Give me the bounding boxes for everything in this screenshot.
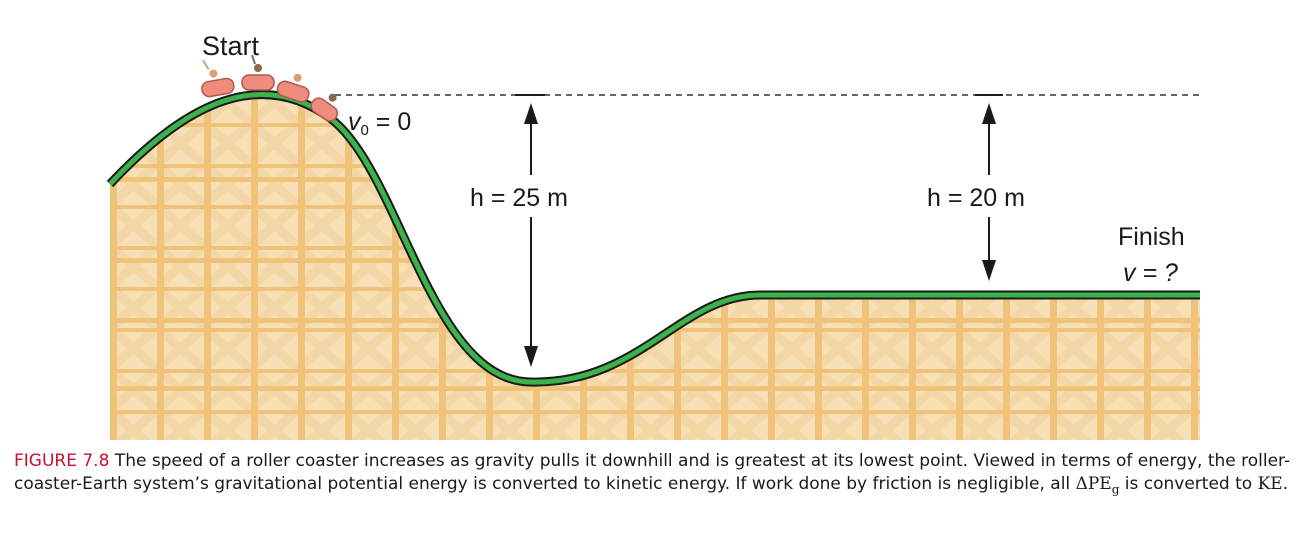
figure-caption: FIGURE 7.8 The speed of a roller coaster…: [14, 450, 1299, 501]
height-25m-arrow: [515, 94, 545, 367]
caption-text-3: .: [1282, 474, 1289, 494]
finish-label: Finish: [1118, 223, 1185, 251]
caption-text-1: The speed of a roller coaster increases …: [14, 451, 1291, 494]
figure-number: FIGURE 7.8: [14, 451, 110, 471]
height-25m-label: h = 25 m: [470, 184, 568, 212]
height-20m-label: h = 20 m: [927, 184, 1025, 212]
height-20m-arrow: [975, 94, 1003, 281]
caption-text-2: is converted to: [1119, 474, 1258, 494]
roller-coaster-figure: Start v0 = 0 h = 25 m h = 20 m Finish v …: [106, 31, 1200, 440]
ke-symbol: KE: [1257, 474, 1283, 494]
roller-coaster-cars: [201, 54, 339, 122]
start-label: Start: [202, 31, 260, 61]
delta-pe-symbol: ΔPEg: [1075, 474, 1120, 497]
final-velocity-label: v = ?: [1123, 259, 1178, 287]
initial-velocity-label: v0 = 0: [348, 108, 411, 139]
wooden-scaffold: [110, 94, 1200, 440]
